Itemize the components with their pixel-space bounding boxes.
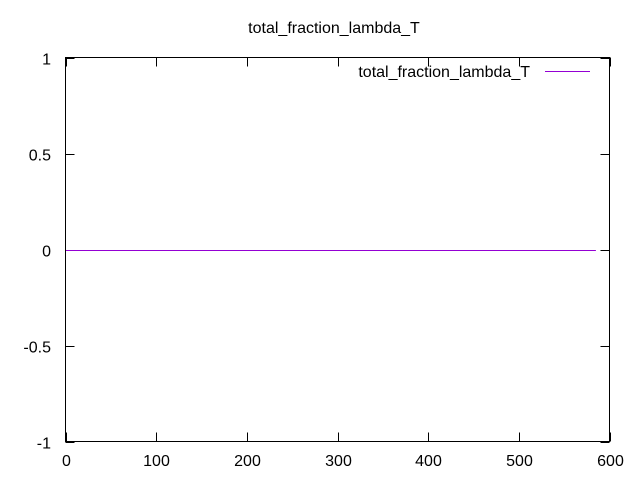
y-tick-label: 1 <box>42 52 51 69</box>
x-tick-label: 0 <box>62 453 71 470</box>
y-tick-label: -0.5 <box>23 340 51 357</box>
chart-title: total_fraction_lambda_T <box>248 20 420 37</box>
ticks-layer <box>65 57 611 443</box>
plot-frame <box>65 57 610 442</box>
y-tick-label: 0 <box>42 244 51 261</box>
x-tick-label: 200 <box>234 453 261 470</box>
x-tick-label: 600 <box>597 453 624 470</box>
x-tick-label: 300 <box>325 453 352 470</box>
legend-label: total_fraction_lambda_T <box>358 64 530 81</box>
x-tick-label: 400 <box>415 453 442 470</box>
tick-labels-layer: 0 100 200 300 400 500 600 -1 -0.5 0 0.5 1 <box>23 52 624 471</box>
x-tick-label: 500 <box>506 453 533 470</box>
x-tick-label: 100 <box>143 453 170 470</box>
legend: total_fraction_lambda_T <box>358 64 590 81</box>
y-tick-label: 0.5 <box>29 148 51 165</box>
y-tick-label: -1 <box>37 436 51 453</box>
